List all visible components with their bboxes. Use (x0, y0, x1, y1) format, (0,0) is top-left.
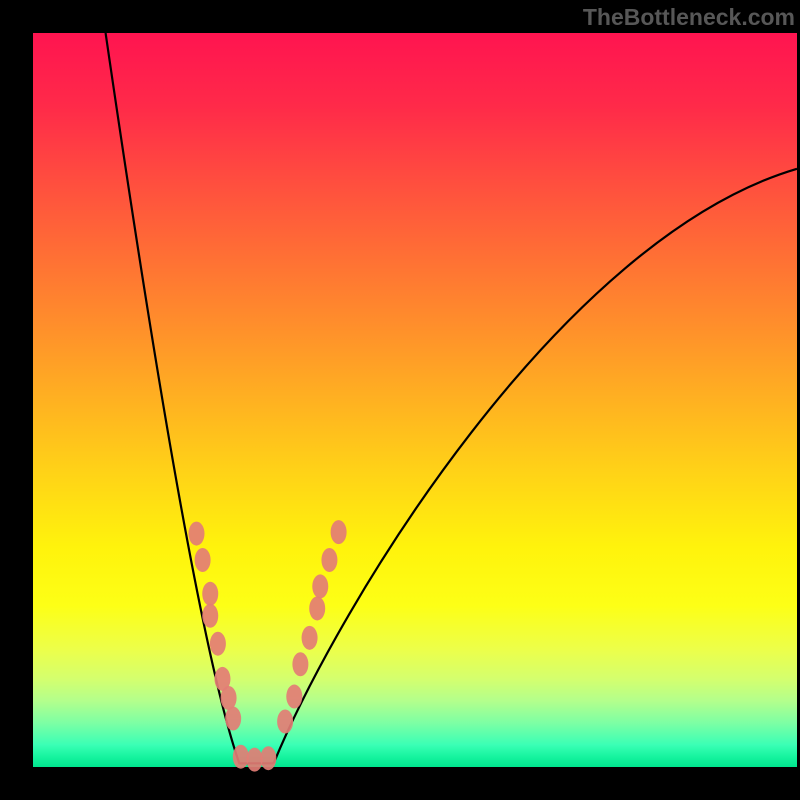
curve-marker (247, 748, 263, 772)
curve-marker (202, 582, 218, 606)
curve-marker (309, 596, 325, 620)
curve-marker (188, 522, 204, 546)
curve-marker (321, 548, 337, 572)
curve-marker (331, 520, 347, 544)
curve-marker (260, 746, 276, 770)
curve-marker (277, 709, 293, 733)
curve-marker (292, 652, 308, 676)
curve-marker (312, 574, 328, 598)
bottleneck-chart (0, 0, 800, 800)
watermark-text: TheBottleneck.com (583, 4, 795, 31)
curve-marker (302, 626, 318, 650)
curve-marker (195, 548, 211, 572)
curve-marker (221, 686, 237, 710)
curve-marker (286, 685, 302, 709)
curve-marker (202, 604, 218, 628)
plot-background (33, 33, 797, 767)
curve-marker (210, 632, 226, 656)
curve-marker (225, 707, 241, 731)
curve-marker (233, 745, 249, 769)
